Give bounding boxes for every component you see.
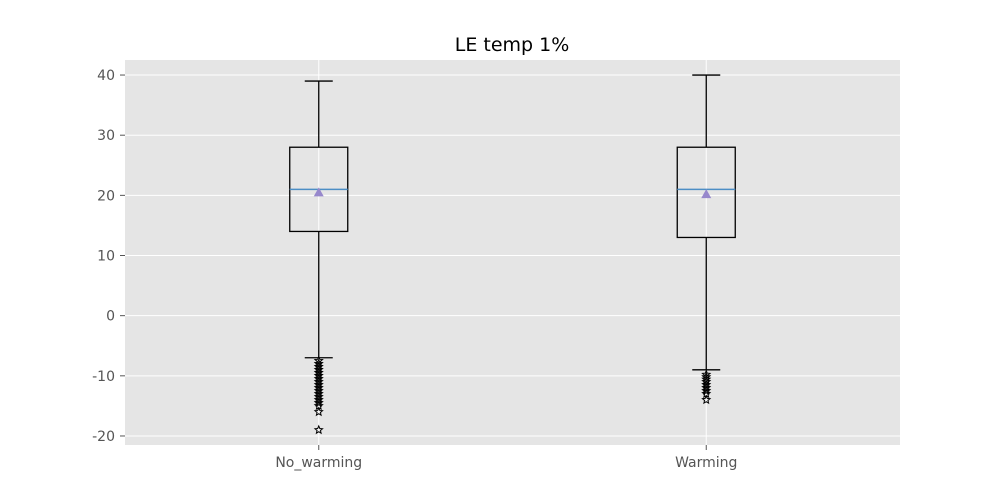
x-axis-ticks: No_warming Warming [275, 445, 737, 471]
mean-marker [313, 187, 324, 197]
box-iqr [676, 146, 736, 239]
grid-lines [125, 60, 900, 445]
y-tick-label: -20 [92, 429, 115, 445]
outlier-marker [313, 397, 324, 408]
plot-area [125, 60, 900, 445]
outlier-marker [701, 385, 712, 396]
outlier-marker [701, 394, 712, 405]
x-tick-label: Warming [675, 455, 737, 471]
outlier-marker [313, 406, 324, 417]
outlier-marker [313, 424, 324, 435]
boxes-layer [289, 74, 736, 435]
y-tick-label: 0 [106, 309, 115, 325]
y-tick-label: 30 [97, 128, 115, 144]
box-group-warming [676, 74, 736, 405]
y-tick-label: 20 [97, 188, 115, 204]
y-tick-label: -10 [92, 369, 115, 385]
y-tick-label: 40 [97, 68, 115, 84]
x-tick-label: No_warming [275, 455, 362, 471]
box-group-no_warming [289, 80, 349, 435]
y-axis-ticks: 40 30 20 10 0 -10 -20 [92, 68, 125, 445]
mean-marker [701, 189, 712, 199]
chart-title: LE temp 1% [455, 34, 570, 56]
y-tick-label: 10 [97, 249, 115, 265]
